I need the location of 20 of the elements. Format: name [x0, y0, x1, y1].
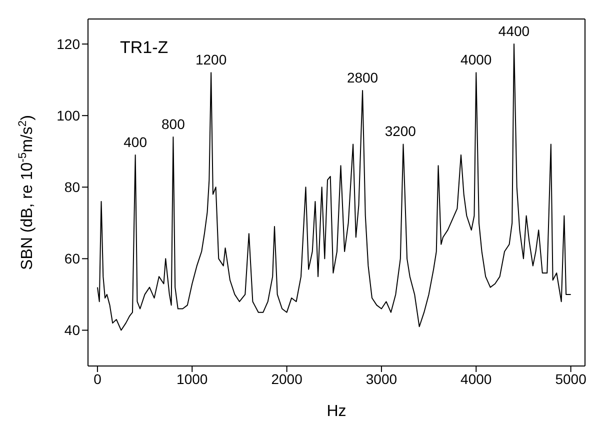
x-tick-label: 4000	[460, 370, 492, 387]
x-axis-title: Hz	[326, 403, 346, 420]
x-tick-label: 2000	[271, 370, 303, 387]
annotation: 4000	[460, 52, 492, 68]
annotation: 3200	[384, 123, 416, 140]
y-tick-label: 120	[56, 36, 80, 52]
annotation: 400	[124, 134, 148, 150]
annotation: 800	[162, 116, 186, 132]
annotation: 1200	[195, 52, 227, 68]
y-tick-label: 40	[64, 322, 80, 338]
x-tick-label: 5000	[555, 370, 587, 387]
x-tick-label: 0	[94, 370, 102, 387]
annotation: 4400	[498, 23, 530, 40]
annotation: TR1-Z	[120, 38, 168, 58]
y-tick-label: 100	[56, 108, 80, 124]
annotation: 2800	[346, 70, 378, 86]
y-tick-label: 80	[64, 179, 80, 196]
y-tick-label: 60	[64, 250, 80, 267]
x-tick-label: 3000	[366, 370, 398, 387]
x-tick-label: 1000	[176, 370, 208, 387]
